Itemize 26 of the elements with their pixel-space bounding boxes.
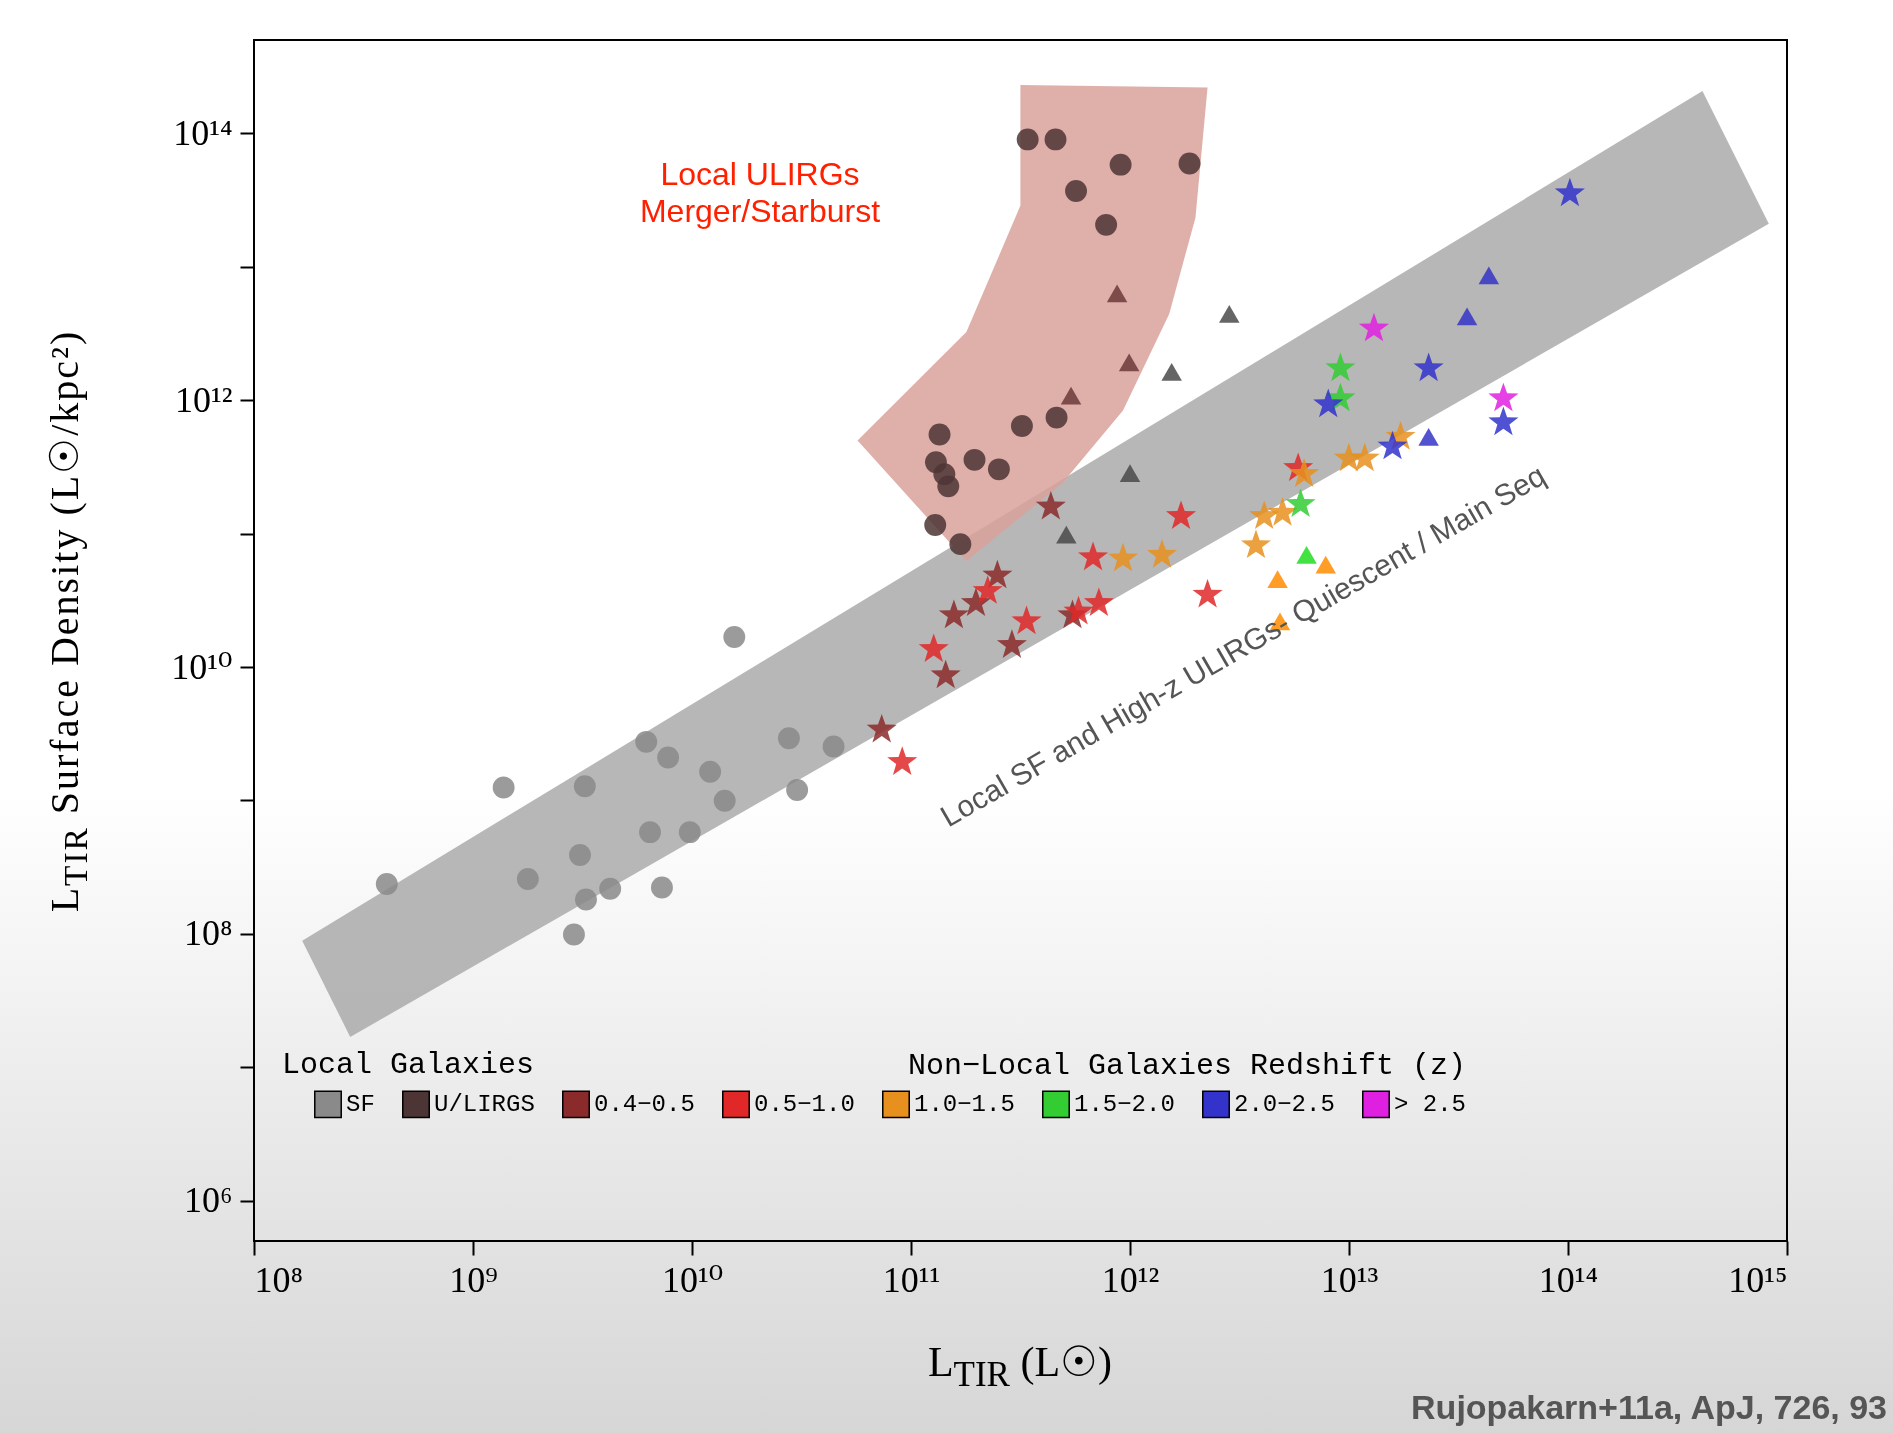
x-tick-label: 10¹⁴: [1538, 1259, 1599, 1300]
legend-label: 0.4−0.5: [594, 1091, 695, 1119]
annotation: Local Galaxies: [282, 1048, 535, 1082]
legend-label: SF: [346, 1091, 375, 1119]
annotation: Local ULIRGs Merger/Starburst: [639, 156, 881, 230]
x-tick-label: 10¹³: [1320, 1259, 1379, 1300]
legend-title: Non−Local Galaxies Redshift (z): [907, 1049, 1466, 1083]
x-tick-label: 10¹²: [1101, 1259, 1160, 1300]
legend-label: 0.5−1.0: [754, 1091, 855, 1119]
legend-label: 1.5−2.0: [1074, 1091, 1175, 1119]
y-tick-label: 10¹⁰: [171, 646, 233, 687]
text: Rujopakarn+11a, ApJ, 726, 93: [1411, 1388, 1887, 1427]
legend-label: U/LIRGS: [434, 1091, 535, 1119]
x-tick-label: 10¹¹: [882, 1259, 941, 1300]
legend-label: > 2.5: [1394, 1091, 1467, 1119]
x-axis-title: L$_{TIR}$ (L☉): [927, 1338, 1113, 1395]
y-tick-label: 10¹²: [174, 379, 233, 420]
y-tick-label: 10⁶: [183, 1180, 233, 1221]
x-tick-label: 10⁹: [449, 1259, 498, 1300]
x-tick-label: 10¹⁰: [661, 1259, 724, 1300]
y-tick-label: 10⁸: [183, 913, 233, 954]
x-tick-label: 10¹⁵: [1728, 1259, 1788, 1300]
y-tick-label: 10¹⁴: [173, 112, 233, 153]
legend-label: 2.0−2.5: [1234, 1091, 1335, 1119]
legend-label: 1.0−1.5: [914, 1091, 1015, 1119]
x-tick-label: 10⁸: [254, 1259, 304, 1300]
